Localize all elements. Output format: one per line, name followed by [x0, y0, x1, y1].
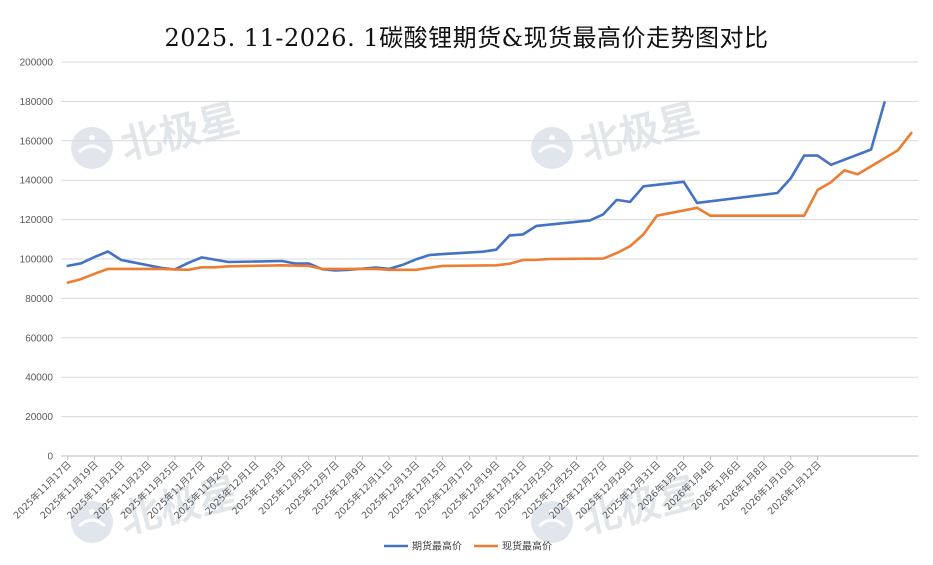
watermark-logo-icon [71, 127, 113, 169]
watermark-logo-icon [71, 501, 113, 543]
y-tick-label: 160000 [20, 136, 54, 147]
chart-title: 2025. 11-2026. 1碳酸锂期货&现货最高价走势图对比 [164, 24, 769, 52]
watermark: 北极星 [531, 96, 704, 170]
y-tick-label: 200000 [20, 58, 54, 69]
series-layer [66, 101, 913, 284]
y-tick-label: 40000 [25, 373, 53, 384]
legend: 期货最高价 现货最高价 [384, 540, 552, 553]
y-axis-ticks: 0 20000 40000 60000 80000 100000 120000 140000 1… [20, 58, 54, 463]
y-tick-label: 80000 [25, 294, 53, 305]
y-tick-label: 120000 [20, 215, 54, 226]
legend-label: 期货最高价 [412, 540, 462, 553]
legend-label: 现货最高价 [502, 540, 552, 553]
watermark-text: 北极星 [576, 96, 704, 170]
watermark: 北极星 [71, 96, 244, 170]
watermark-logo-icon [531, 501, 573, 543]
gridlines [61, 61, 918, 457]
y-tick-label: 180000 [20, 97, 54, 108]
y-tick-label: 20000 [25, 412, 53, 423]
y-tick-label: 140000 [20, 176, 54, 187]
series-futures-line [66, 101, 886, 272]
y-tick-label: 60000 [25, 333, 53, 344]
watermark-text: 北极星 [116, 96, 244, 170]
series-spot-line [66, 131, 913, 284]
watermark-logo-icon [531, 127, 573, 169]
y-tick-label: 100000 [20, 255, 54, 266]
y-tick-label: 0 [47, 452, 53, 463]
